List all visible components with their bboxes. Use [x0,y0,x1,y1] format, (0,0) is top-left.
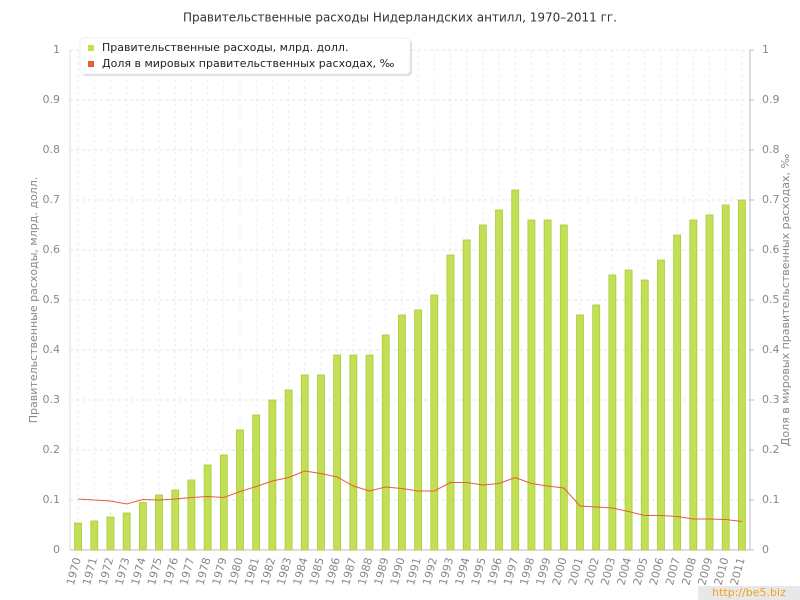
y-tick-label: 0 [53,543,60,556]
bar [74,522,82,551]
legend-label: Правительственные расходы, млрд. долл. [102,41,348,54]
bar [462,239,471,551]
bar [300,374,309,551]
bar [155,494,163,551]
bar [721,204,730,551]
bar [219,454,228,551]
legend-swatch [88,61,94,67]
y-tick-label: 0.5 [43,293,61,306]
line [78,470,742,522]
y2-tick-label: 0.1 [762,493,780,506]
bar [511,189,520,551]
bar [624,269,633,551]
y-tick-label: 1 [53,43,60,56]
y-tick-label: 0.9 [43,93,61,106]
y2-tick-label: 0 [762,543,769,556]
bar [138,502,147,551]
watermark: http://be5.biz [712,586,786,599]
chart-title: Правительственные расходы Нидерландских … [183,11,617,25]
bar [738,199,746,551]
y2-tick-label: 0.7 [762,193,780,206]
bar [543,219,552,551]
bar [317,374,325,551]
bar [203,464,212,551]
bar [171,489,180,551]
y-tick-label: 0.1 [43,493,61,506]
y-tick-label: 0.6 [43,243,61,256]
bar [446,254,455,551]
bar [349,354,358,551]
bar [559,224,568,551]
legend-swatch [88,45,94,51]
bar [527,219,536,551]
bar [657,259,665,551]
bar [414,309,422,551]
bar [333,354,342,551]
bar [576,314,584,551]
y2-tick-label: 0.3 [762,393,780,406]
y2-axis-title: Доля в мировых правительственных расхода… [779,154,792,447]
bar [236,429,244,551]
y2-tick-label: 0.8 [762,143,780,156]
bar [495,209,503,551]
bar [187,479,196,551]
bar [252,414,261,551]
y2-tick-label: 0.9 [762,93,780,106]
y-tick-label: 0.7 [43,193,61,206]
bar [689,219,698,551]
bar [122,512,131,551]
y-tick-label: 0.2 [43,443,61,456]
y2-tick-label: 0.6 [762,243,780,256]
watermark-box [698,586,800,600]
y-tick-label: 0.3 [43,393,61,406]
bar [381,334,390,551]
bar [268,399,277,551]
bar [284,389,293,551]
bar [705,214,714,551]
y2-tick-label: 1 [762,43,769,56]
y2-tick-label: 0.4 [762,343,780,356]
bar [90,520,99,551]
y-tick-label: 0.8 [43,143,61,156]
y2-tick-label: 0.2 [762,443,780,456]
bar [478,224,487,551]
y2-tick-label: 0.5 [762,293,780,306]
legend-label: Доля в мировых правительственных расхода… [102,57,395,70]
bar [673,234,682,551]
bar [430,294,439,551]
bar [592,304,601,551]
legend [79,37,411,75]
y-axis-title: Правительственные расходы, млрд. долл. [27,177,40,423]
y-tick-label: 0.4 [43,343,61,356]
bar [608,274,617,551]
bar [398,314,406,551]
bar [365,354,374,551]
bar [640,279,649,551]
bar [106,516,115,551]
